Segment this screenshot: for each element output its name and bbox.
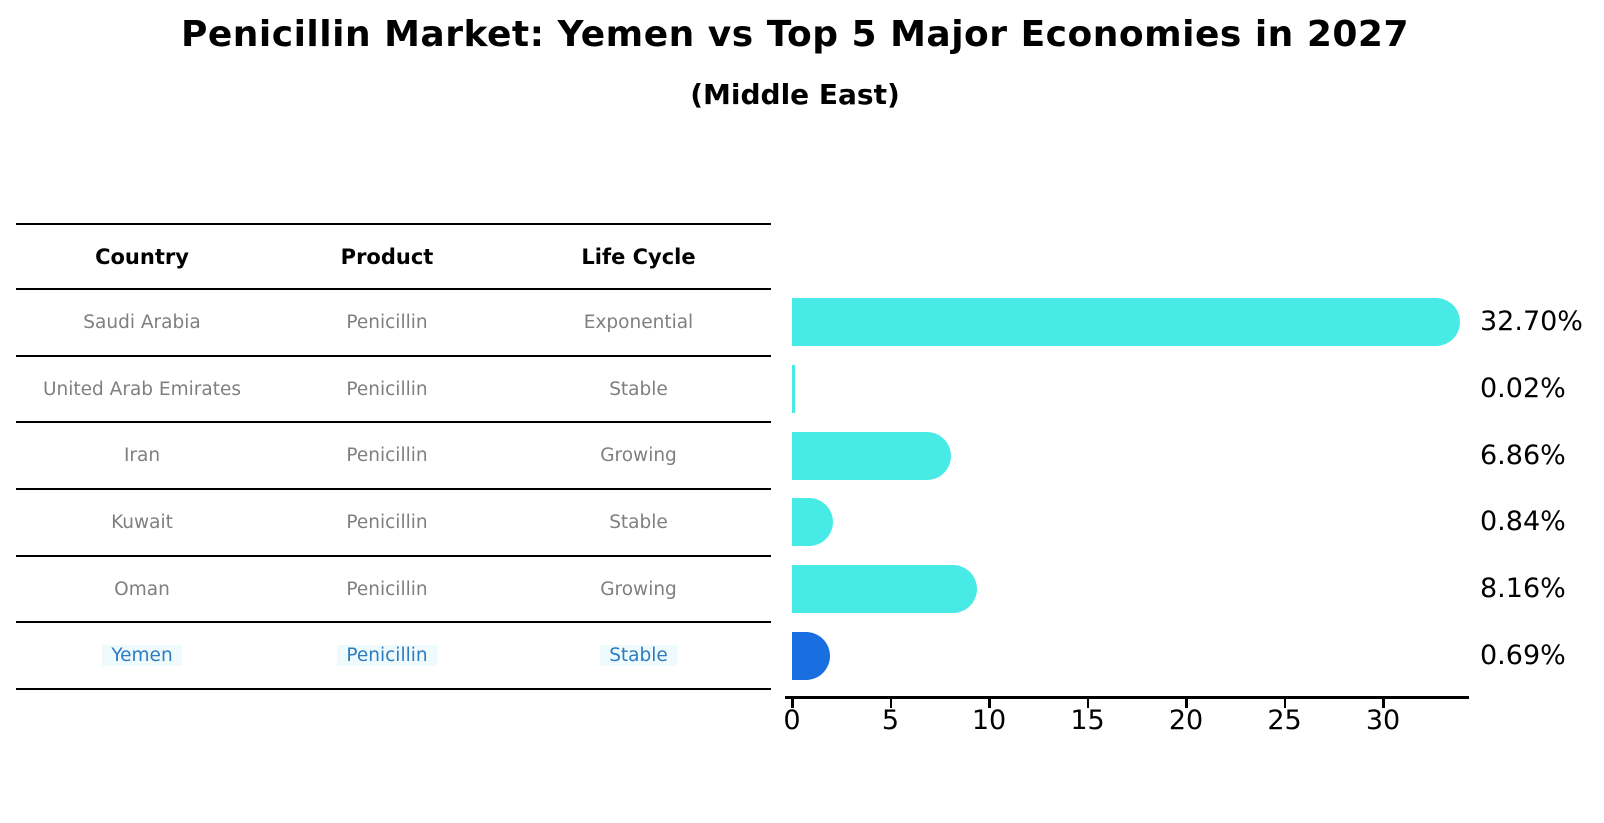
product-text: Penicillin — [346, 378, 428, 400]
bar-kuwait — [792, 498, 833, 547]
life-cycle-text: Stable — [609, 511, 668, 533]
country-text: United Arab Emirates — [43, 378, 241, 400]
x-tick-label-5: 5 — [881, 705, 900, 736]
value-label-united-arab-emirates: 0.02% — [1480, 373, 1566, 405]
x-axis-line — [785, 696, 1469, 699]
x-tick-mark-15 — [1086, 699, 1089, 708]
cell-product: Penicillin — [268, 512, 506, 533]
cell-life-cycle: Stable — [506, 379, 771, 400]
x-tick-mark-0 — [791, 699, 794, 708]
product-text: Penicillin — [346, 445, 428, 467]
cell-life-cycle: Exponential — [506, 312, 771, 333]
value-label-kuwait: 0.84% — [1480, 506, 1566, 538]
cell-country: Iran — [16, 445, 268, 466]
x-tick-mark-10 — [988, 699, 991, 708]
table-header-row: Country Product Life Cycle — [16, 223, 771, 290]
header-country: Country — [95, 244, 189, 269]
life-cycle-text: Stable — [600, 645, 677, 667]
product-text: Penicillin — [346, 578, 428, 600]
x-tick-mark-30 — [1382, 699, 1385, 708]
value-label-iran: 6.86% — [1480, 439, 1566, 471]
cell-country: Yemen — [16, 645, 268, 667]
country-text: Kuwait — [111, 511, 173, 533]
chart-subtitle: (Middle East) — [690, 78, 900, 111]
value-label-oman: 8.16% — [1480, 573, 1566, 605]
cell-life-cycle: Stable — [506, 645, 771, 667]
x-tick-label-10: 10 — [971, 705, 1007, 736]
x-tick-mark-5 — [889, 699, 892, 708]
cell-country: Oman — [16, 579, 268, 600]
bar-saudi-arabia — [792, 298, 1461, 347]
bar-united-arab-emirates — [792, 365, 795, 414]
bar-iran — [792, 431, 952, 480]
country-table: Country Product Life Cycle Saudi Arabia P… — [16, 223, 771, 691]
product-text: Penicillin — [346, 511, 428, 533]
table-row-united-arab-emirates: United Arab Emirates Penicillin Stable — [16, 357, 771, 424]
cell-country: Kuwait — [16, 512, 268, 533]
life-cycle-text: Stable — [609, 378, 668, 400]
country-text: Yemen — [102, 645, 182, 667]
table-row-oman: Oman Penicillin Growing — [16, 557, 771, 624]
x-tick-mark-25 — [1283, 699, 1286, 708]
life-cycle-text: Growing — [600, 578, 677, 600]
product-text: Penicillin — [346, 311, 428, 333]
cell-product: Penicillin — [268, 379, 506, 400]
x-tick-label-0: 0 — [783, 705, 801, 736]
cell-life-cycle: Growing — [506, 579, 771, 600]
bar-oman — [792, 565, 977, 614]
cell-product: Penicillin — [268, 312, 506, 333]
cell-life-cycle: Stable — [506, 512, 771, 533]
header-product: Product — [340, 244, 434, 269]
table-row-iran: Iran Penicillin Growing — [16, 423, 771, 491]
table-row-kuwait: Kuwait Penicillin Stable — [16, 490, 771, 557]
table-row-yemen: Yemen Penicillin Stable — [16, 623, 771, 691]
x-tick-label-25: 25 — [1267, 705, 1302, 736]
life-cycle-text: Growing — [600, 445, 677, 467]
chart-title: Penicillin Market: Yemen vs Top 5 Major … — [180, 14, 1410, 55]
cell-country: Saudi Arabia — [16, 312, 268, 333]
country-text: Oman — [114, 578, 170, 600]
country-text: Saudi Arabia — [83, 311, 201, 333]
bar-yemen — [792, 631, 830, 680]
table-row-saudi-arabia: Saudi Arabia Penicillin Exponential — [16, 290, 771, 357]
x-tick-mark-20 — [1185, 699, 1188, 708]
value-label-yemen: 0.69% — [1480, 639, 1566, 671]
cell-product: Penicillin — [268, 579, 506, 600]
x-tick-label-30: 30 — [1365, 705, 1401, 736]
life-cycle-text: Exponential — [583, 311, 694, 333]
x-tick-label-15: 15 — [1070, 705, 1105, 736]
x-tick-label-20: 20 — [1168, 705, 1204, 736]
value-label-saudi-arabia: 32.70% — [1480, 306, 1583, 338]
cell-product: Penicillin — [268, 445, 506, 466]
country-text: Iran — [123, 445, 161, 467]
cell-product: Penicillin — [268, 645, 506, 667]
product-text: Penicillin — [337, 645, 437, 667]
cell-country: United Arab Emirates — [16, 379, 268, 400]
header-life-cycle: Life Cycle — [581, 244, 696, 269]
cell-life-cycle: Growing — [506, 445, 771, 466]
